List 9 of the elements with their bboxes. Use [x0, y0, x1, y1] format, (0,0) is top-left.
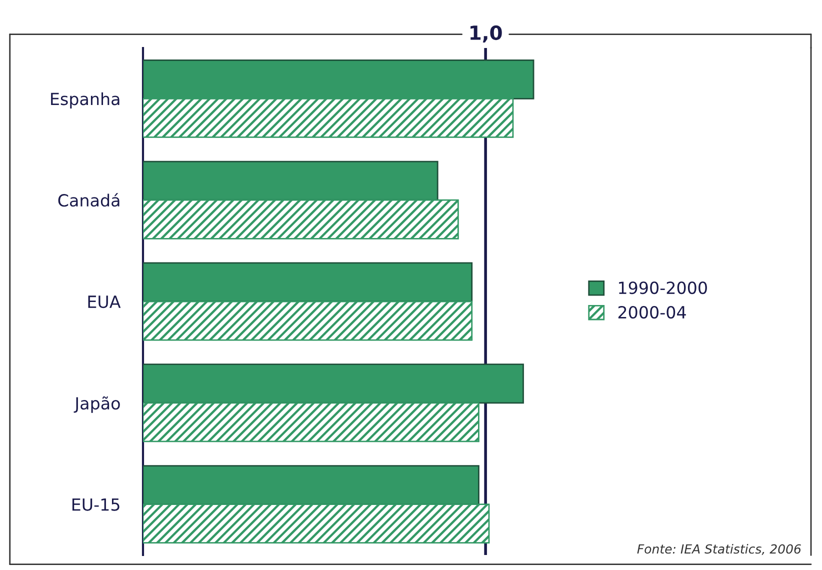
annotation: Fonte: IEA Statistics, 2006	[637, 544, 801, 555]
y-tick-label: Espanha	[51, 92, 120, 108]
y-tick-label: Japão	[74, 396, 120, 413]
y-tick-label: EU-15	[72, 498, 120, 511]
x-tick-label: 1,0	[470, 25, 502, 43]
y-tick-label: EUA	[88, 296, 121, 308]
y-tick-label: Canadá	[58, 193, 120, 207]
legend-label: 2000-04	[618, 306, 686, 319]
legend-label: 1990-2000	[619, 281, 707, 294]
